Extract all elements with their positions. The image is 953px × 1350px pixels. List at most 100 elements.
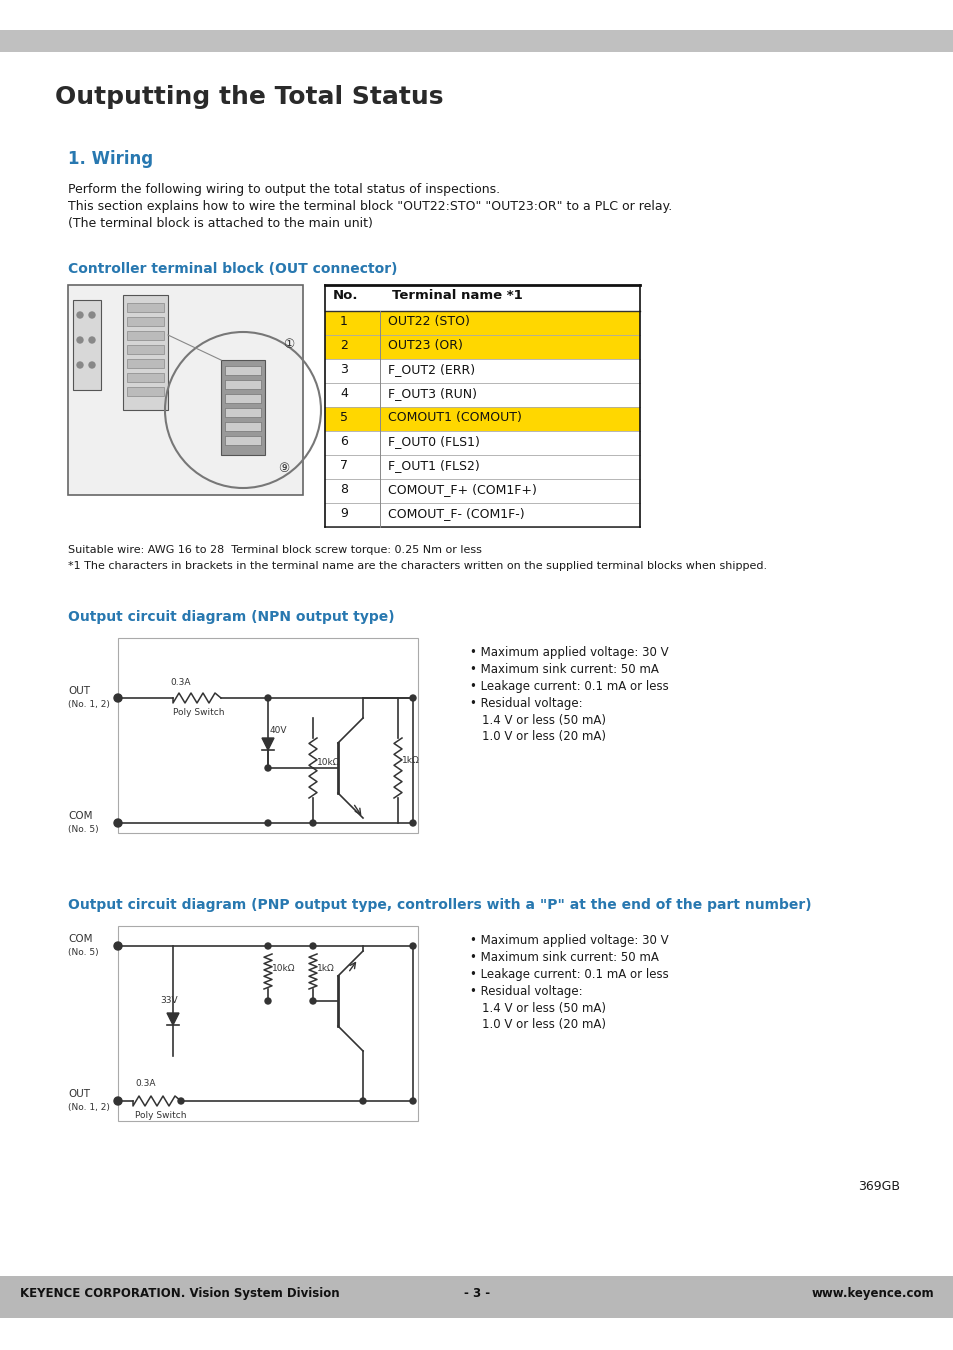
Text: • Leakage current: 0.1 mA or less: • Leakage current: 0.1 mA or less <box>470 968 668 981</box>
Circle shape <box>265 944 271 949</box>
Text: 10kΩ: 10kΩ <box>316 757 340 767</box>
Circle shape <box>113 942 122 950</box>
Bar <box>325 383 639 406</box>
Text: • Leakage current: 0.1 mA or less: • Leakage current: 0.1 mA or less <box>470 680 668 693</box>
Text: No.: No. <box>333 289 358 302</box>
Text: (No. 5): (No. 5) <box>68 825 98 834</box>
Bar <box>325 455 639 479</box>
Text: • Maximum sink current: 50 mA: • Maximum sink current: 50 mA <box>470 663 659 676</box>
Text: 1: 1 <box>339 315 348 328</box>
Text: 7: 7 <box>339 459 348 472</box>
Text: 1.0 V or less (20 mA): 1.0 V or less (20 mA) <box>481 730 605 742</box>
Text: OUT22 (STO): OUT22 (STO) <box>388 315 470 328</box>
Bar <box>325 431 639 455</box>
Text: 0.3A: 0.3A <box>170 678 191 687</box>
Polygon shape <box>262 738 274 751</box>
Circle shape <box>89 312 95 319</box>
Bar <box>68 285 303 495</box>
Bar <box>127 331 164 340</box>
Text: ⑨: ⑨ <box>277 462 289 475</box>
Circle shape <box>178 1098 184 1104</box>
Bar <box>325 406 639 431</box>
Text: (The terminal block is attached to the main unit): (The terminal block is attached to the m… <box>68 217 373 230</box>
Text: *1 The characters in brackets in the terminal name are the characters written on: *1 The characters in brackets in the ter… <box>68 562 766 571</box>
Text: COMOUT_F+ (COM1F+): COMOUT_F+ (COM1F+) <box>388 483 537 495</box>
Text: (No. 1, 2): (No. 1, 2) <box>68 1103 110 1112</box>
Text: F_OUT1 (FLS2): F_OUT1 (FLS2) <box>388 459 479 472</box>
Text: 1kΩ: 1kΩ <box>316 964 335 973</box>
Text: KEYENCE CORPORATION. Vision System Division: KEYENCE CORPORATION. Vision System Divis… <box>20 1287 339 1300</box>
Bar <box>225 436 261 446</box>
Text: 10kΩ: 10kΩ <box>272 964 295 973</box>
Bar <box>118 926 417 1120</box>
Bar <box>325 335 639 359</box>
Bar <box>127 373 164 382</box>
Text: Output circuit diagram (PNP output type, controllers with a "P" at the end of th: Output circuit diagram (PNP output type,… <box>68 898 811 913</box>
Bar <box>127 317 164 325</box>
Bar <box>325 310 639 335</box>
Circle shape <box>77 312 83 319</box>
Text: 1.0 V or less (20 mA): 1.0 V or less (20 mA) <box>481 1018 605 1031</box>
Bar <box>118 639 417 833</box>
Circle shape <box>310 819 315 826</box>
Text: 2: 2 <box>339 339 348 352</box>
Bar <box>325 359 639 383</box>
Text: COM: COM <box>68 934 92 944</box>
Bar <box>325 479 639 504</box>
Circle shape <box>89 362 95 369</box>
Text: Outputting the Total Status: Outputting the Total Status <box>55 85 443 109</box>
Text: • Residual voltage:: • Residual voltage: <box>470 697 582 710</box>
Text: • Maximum applied voltage: 30 V: • Maximum applied voltage: 30 V <box>470 934 668 946</box>
Bar <box>123 296 168 410</box>
Bar <box>225 366 261 375</box>
Text: 1.4 V or less (50 mA): 1.4 V or less (50 mA) <box>481 1002 605 1015</box>
Circle shape <box>265 695 271 701</box>
Circle shape <box>410 1098 416 1104</box>
Bar <box>325 504 639 526</box>
Bar <box>225 423 261 431</box>
Bar <box>325 285 639 310</box>
Text: www.keyence.com: www.keyence.com <box>810 1287 933 1300</box>
Text: 1kΩ: 1kΩ <box>401 756 419 765</box>
Text: 0.3A: 0.3A <box>135 1079 155 1088</box>
Circle shape <box>410 819 416 826</box>
Text: Poly Switch: Poly Switch <box>135 1111 186 1120</box>
Text: OUT: OUT <box>68 1089 90 1099</box>
Text: OUT23 (OR): OUT23 (OR) <box>388 339 462 352</box>
Text: 4: 4 <box>339 387 348 400</box>
Bar <box>0 1276 953 1318</box>
Circle shape <box>265 819 271 826</box>
Text: (No. 5): (No. 5) <box>68 948 98 957</box>
Circle shape <box>77 338 83 343</box>
Bar <box>73 300 101 390</box>
Text: Perform the following wiring to output the total status of inspections.: Perform the following wiring to output t… <box>68 184 499 196</box>
Circle shape <box>113 819 122 828</box>
Circle shape <box>359 1098 366 1104</box>
Bar <box>127 302 164 312</box>
Text: COM: COM <box>68 811 92 821</box>
Text: OUT: OUT <box>68 686 90 697</box>
Text: F_OUT3 (RUN): F_OUT3 (RUN) <box>388 387 476 400</box>
Text: F_OUT0 (FLS1): F_OUT0 (FLS1) <box>388 435 479 448</box>
Text: Terminal name *1: Terminal name *1 <box>392 289 522 302</box>
Bar <box>225 408 261 417</box>
Text: COMOUT1 (COMOUT): COMOUT1 (COMOUT) <box>388 410 521 424</box>
Text: 40V: 40V <box>270 726 287 734</box>
Text: Output circuit diagram (NPN output type): Output circuit diagram (NPN output type) <box>68 610 395 624</box>
Bar <box>225 379 261 389</box>
Text: This section explains how to wire the terminal block "OUT22:STO" "OUT23:OR" to a: This section explains how to wire the te… <box>68 200 672 213</box>
Text: 33V: 33V <box>160 996 177 1004</box>
Text: ①: ① <box>283 338 294 351</box>
Circle shape <box>265 765 271 771</box>
Text: COMOUT_F- (COM1F-): COMOUT_F- (COM1F-) <box>388 508 524 520</box>
Text: F_OUT2 (ERR): F_OUT2 (ERR) <box>388 363 475 377</box>
Text: 1. Wiring: 1. Wiring <box>68 150 153 167</box>
Circle shape <box>89 338 95 343</box>
Text: • Maximum applied voltage: 30 V: • Maximum applied voltage: 30 V <box>470 647 668 659</box>
Text: Controller terminal block (OUT connector): Controller terminal block (OUT connector… <box>68 262 397 275</box>
Text: 5: 5 <box>339 410 348 424</box>
Text: • Maximum sink current: 50 mA: • Maximum sink current: 50 mA <box>470 950 659 964</box>
Bar <box>221 360 265 455</box>
Text: 6: 6 <box>339 435 348 448</box>
Text: 3: 3 <box>339 363 348 377</box>
